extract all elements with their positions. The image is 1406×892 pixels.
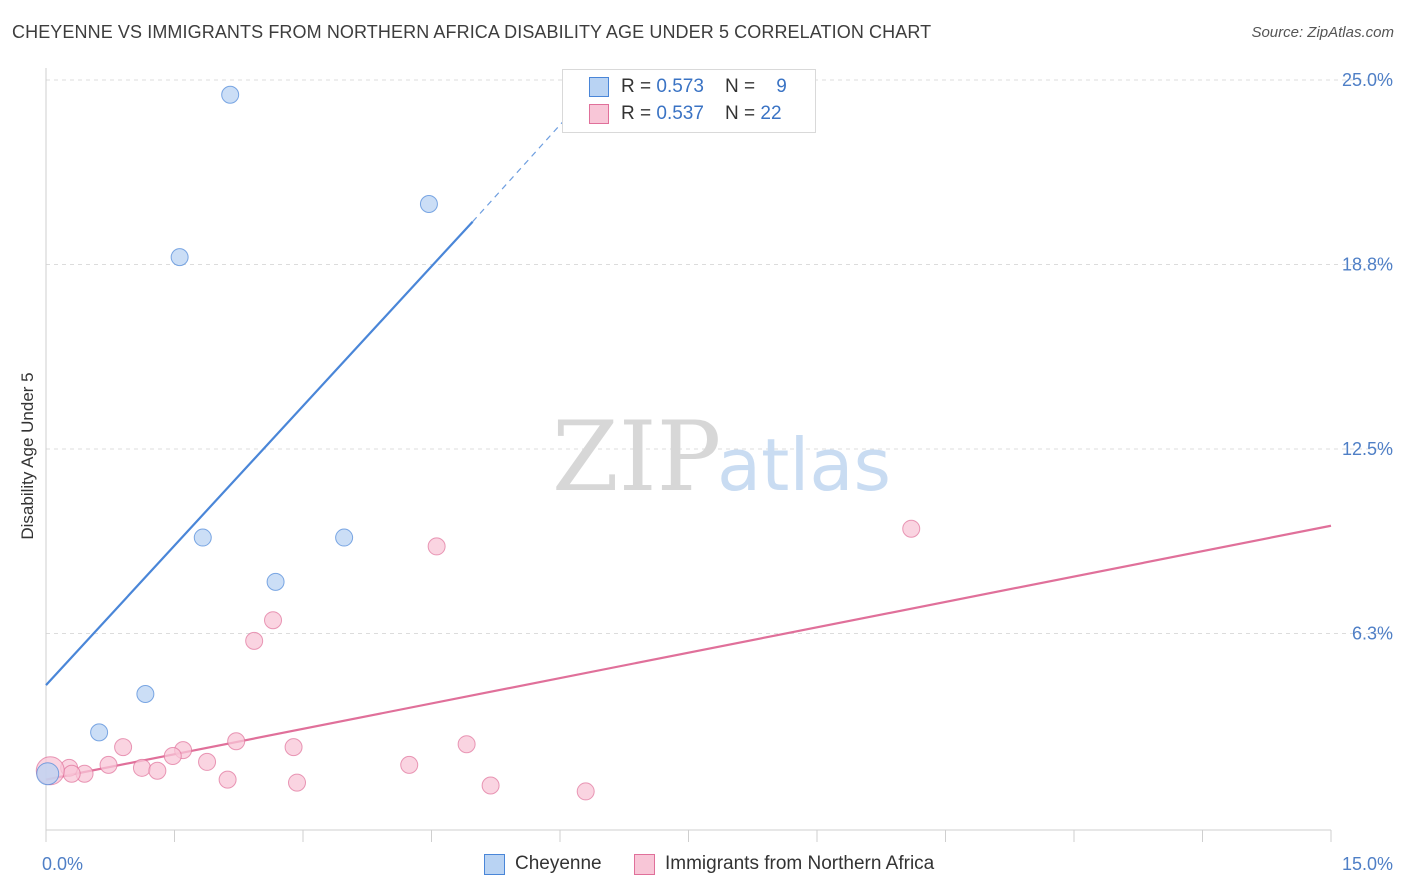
cheyenne-point-6 — [136, 685, 155, 704]
immigrants-point-7 — [284, 738, 303, 757]
y-tick-label-2: 18.8% — [1342, 255, 1393, 275]
immigrants-n-value: 22 — [760, 103, 782, 124]
immigrants-point-1 — [427, 537, 446, 556]
immigrants-point-19 — [288, 773, 307, 792]
immigrants-point-2 — [264, 611, 283, 630]
legend-immigrants-label: Immigrants from Northern Africa — [665, 853, 935, 874]
immigrants-point-6 — [227, 732, 246, 751]
cheyenne-point-5 — [266, 572, 285, 591]
axes — [45, 68, 1332, 842]
gridlines — [46, 79, 1392, 634]
watermark: ZIP atlas — [552, 401, 891, 513]
x-tick-label-max: 15.0% — [1342, 854, 1393, 874]
chart-title: CHEYENNE VS IMMIGRANTS FROM NORTHERN AFR… — [12, 22, 932, 42]
legend-immigrants-swatch — [634, 854, 655, 875]
data-points — [35, 85, 921, 801]
immigrants-point-18 — [218, 770, 237, 789]
legend-cheyenne-label: Cheyenne — [515, 853, 602, 874]
cheyenne-point-7 — [90, 723, 109, 742]
immigrants-point-11 — [99, 755, 118, 774]
chart-source: Source: ZipAtlas.com — [1251, 24, 1394, 41]
immigrants-point-3 — [245, 631, 264, 650]
immigrants-point-14 — [400, 755, 419, 774]
immigrants-point-17 — [62, 764, 81, 783]
immigrants-point-12 — [132, 758, 151, 777]
immigrants-point-4 — [114, 738, 133, 757]
immigrants-swatch — [589, 104, 609, 124]
trend-line-extension-0 — [472, 115, 570, 223]
immigrants-r-value: 0.537 — [656, 103, 704, 124]
tick-labels: 6.3% 12.5% 18.8% 25.0% 0.0% 15.0% — [42, 70, 1393, 874]
trend-line-0 — [45, 220, 474, 686]
cheyenne-point-3 — [193, 528, 212, 547]
immigrants-point-20 — [481, 776, 500, 795]
legend-cheyenne-swatch — [484, 854, 505, 875]
trend-line-1 — [45, 524, 1332, 781]
cheyenne-point-0 — [221, 85, 240, 104]
immigrants-point-9 — [163, 747, 182, 766]
cheyenne-point-1 — [419, 194, 438, 213]
trend-lines — [45, 115, 1332, 781]
immigrants-point-21 — [576, 782, 595, 801]
x-tick-label-min: 0.0% — [42, 854, 83, 874]
y-tick-label-1: 12.5% — [1342, 439, 1393, 459]
cheyenne-point-8 — [36, 762, 60, 786]
watermark-zip: ZIP — [552, 401, 721, 513]
immigrants-point-0 — [902, 519, 921, 538]
immigrants-point-10 — [198, 752, 217, 771]
cheyenne-swatch — [589, 77, 609, 97]
stats-text-cheyenne: R = 0.573 N = 9 — [621, 76, 787, 97]
stats-text-immigrants: R = 0.537 N = 22 — [621, 103, 782, 124]
stats-legend: R = 0.573 N = 9 R = 0.537 N = 22 — [562, 69, 816, 133]
y-tick-label-3: 25.0% — [1342, 70, 1393, 90]
y-tick-label-0: 6.3% — [1352, 624, 1393, 644]
cheyenne-point-2 — [170, 248, 189, 267]
immigrants-point-8 — [457, 735, 476, 754]
cheyenne-r-value: 0.573 — [656, 76, 704, 97]
immigrants-point-13 — [148, 761, 167, 780]
cheyenne-point-4 — [335, 528, 354, 547]
cheyenne-n-value: 9 — [776, 76, 787, 97]
watermark-atlas: atlas — [717, 423, 891, 507]
